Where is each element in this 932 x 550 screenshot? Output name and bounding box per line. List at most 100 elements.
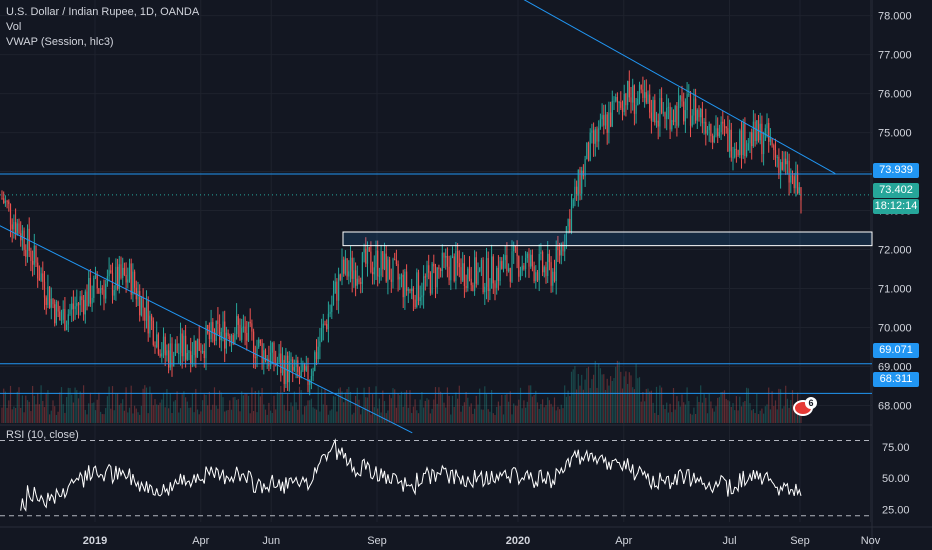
volume-bar (292, 406, 294, 423)
volume-bar (429, 413, 431, 423)
candle-body (23, 230, 25, 250)
time-axis[interactable]: 2019 Apr Jun Sep 2020 Apr Jul Sep Nov (83, 535, 881, 547)
volume-bar (730, 406, 732, 423)
volume-bar (669, 403, 671, 423)
candle-body (40, 273, 42, 281)
candle-body (305, 366, 307, 371)
candle-body (468, 268, 471, 279)
candle-body (426, 265, 428, 278)
candle-body (740, 130, 743, 156)
volume-bar (144, 385, 146, 423)
volume-bar (52, 400, 54, 423)
volume-bar (727, 400, 729, 423)
candle-body (341, 259, 343, 280)
volume-bar (640, 401, 642, 423)
candle-body (791, 175, 794, 177)
candle-body (103, 289, 105, 299)
volume-bar (305, 405, 307, 423)
volume-bar (768, 387, 770, 423)
volume-bar (586, 368, 588, 423)
volume-bar (525, 407, 527, 423)
rsi-pane[interactable] (0, 438, 872, 517)
volume-bar (608, 385, 610, 423)
volume-bar (370, 414, 372, 423)
candle-body (32, 260, 34, 265)
volume-bar (766, 404, 768, 423)
candle-body (25, 249, 27, 257)
volume-bar (241, 391, 243, 423)
candle-body (708, 124, 710, 131)
volume-bar (324, 388, 326, 423)
trendlines[interactable] (0, 0, 836, 434)
candle-body (134, 271, 136, 288)
candle-body (689, 93, 692, 126)
volume-bar (76, 390, 78, 423)
candle-body (329, 311, 331, 314)
price-tick-label: 69.000 (878, 362, 912, 374)
candle-body (780, 162, 782, 176)
candle-body (451, 256, 454, 258)
candle-body (491, 256, 493, 289)
volume-bar (290, 402, 292, 423)
candle-body (69, 309, 71, 315)
volume-bar (331, 409, 333, 423)
volume-bar (130, 385, 132, 423)
candle-body (516, 247, 518, 257)
candle-body (113, 290, 115, 296)
candle-body (570, 206, 573, 232)
candle-body (332, 293, 335, 305)
candle-body (540, 252, 542, 254)
volume-bar (120, 403, 122, 423)
price-axis[interactable]: 78.00077.00076.00075.00074.00073.00072.0… (878, 11, 912, 517)
candle-body (598, 128, 600, 142)
time-tick-label: Nov (861, 535, 881, 547)
volume-bar (346, 389, 348, 423)
candle-body (353, 270, 355, 279)
candle-body (372, 272, 374, 275)
horizontal-levels[interactable] (0, 173, 873, 394)
volume-bar (516, 405, 518, 423)
candle-body (431, 263, 433, 294)
candle-body (763, 140, 765, 155)
candle-body (599, 119, 601, 129)
candle-body (183, 335, 185, 357)
price-candles[interactable] (1, 70, 802, 396)
volume-bar (281, 392, 284, 423)
volume-bar (297, 409, 299, 423)
volume-bar (722, 391, 724, 423)
candle-body (28, 228, 30, 251)
volume-bar (465, 391, 467, 423)
volume-bar (249, 413, 251, 423)
candle-body (81, 296, 83, 301)
time-tick-label: 2020 (506, 535, 530, 547)
volume-bar (545, 405, 547, 423)
volume-bar (504, 394, 506, 423)
volume-bar (754, 413, 756, 423)
volume-bar (470, 403, 472, 423)
candle-body (13, 221, 15, 230)
volume-bar (623, 376, 625, 423)
volume-bar (501, 394, 503, 423)
candle-body (695, 98, 697, 121)
volume-bar (543, 407, 545, 423)
volume-bar (647, 388, 649, 423)
candle-body (407, 288, 409, 291)
volume-bar (423, 407, 425, 423)
volume-bar (514, 405, 516, 423)
candle-body (455, 250, 457, 281)
volume-bar (419, 399, 421, 423)
candle-body (701, 108, 703, 124)
volume-bar (591, 379, 593, 423)
candle-body (389, 259, 391, 280)
volume-bar (181, 394, 183, 423)
volume-bar (117, 393, 119, 423)
candle-body (712, 136, 714, 143)
candle-body (366, 247, 369, 264)
volume-bar (776, 409, 778, 423)
candle-body (781, 162, 783, 170)
candle-body (312, 370, 314, 377)
price-tick-label: 76.000 (878, 89, 912, 101)
volume-bar (28, 401, 30, 423)
candle-body (773, 145, 775, 151)
